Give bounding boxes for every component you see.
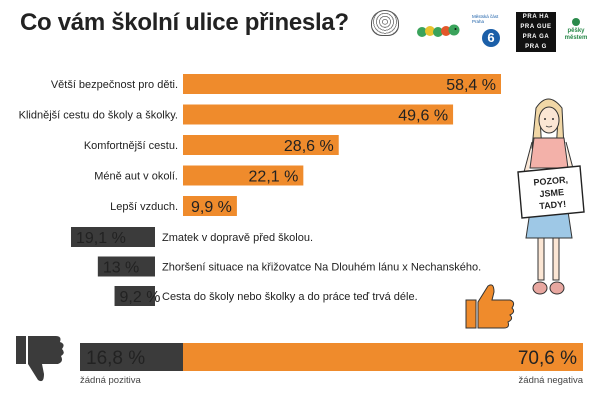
negative-bar-label: Zmatek v dopravě před školou.: [162, 232, 313, 244]
positive-bar-label: Méně aut v okolí.: [94, 171, 178, 183]
positive-bar: [183, 196, 237, 216]
prague-line: PRA GA: [522, 34, 550, 40]
negative-bar: [114, 286, 155, 306]
no-negative-value: 70,6 %: [518, 348, 577, 369]
negative-bar: [97, 256, 155, 277]
negative-bar-value: 9,2 %: [120, 289, 161, 306]
sign-line: TADY!: [539, 199, 567, 211]
girl-with-sign-icon: POZOR, JSME TADY!: [517, 98, 585, 295]
negative-bar-value: 13 %: [103, 260, 139, 277]
negative-bar: [71, 227, 155, 247]
page-title: Co vám školní ulice přinesla?: [20, 9, 349, 36]
positive-bar-value: 9,9 %: [191, 199, 232, 216]
negative-bar-label: Zhoršení situace na křižovatce Na Dlouhé…: [162, 262, 481, 274]
positive-bar: [183, 74, 501, 94]
negative-bar-value: 19,1 %: [76, 230, 126, 247]
school-tree-logo: [364, 10, 406, 36]
no-positive-bar: [80, 343, 183, 371]
positive-bar: [183, 135, 339, 155]
prague-line: PRA HA: [522, 14, 550, 20]
positive-bar-label: Lepší vzduch.: [110, 201, 178, 213]
positive-bar-value: 58,4 %: [446, 77, 496, 94]
no-positive-caption: žádná pozitiva: [80, 375, 141, 386]
no-negative-bar: [183, 343, 583, 371]
prague-line: PRA G: [525, 44, 547, 50]
praha6-logo: Městská část Praha 6: [472, 14, 506, 50]
prague-line: PRA GUE: [520, 24, 552, 30]
tree-icon: [371, 10, 399, 36]
partner-logos: Městská část Praha 6 PRA HA PRA GUE PRA …: [364, 8, 590, 56]
thumbs-down-icon: [16, 336, 64, 382]
negative-bar-label: Cesta do školy nebo školky a do práce te…: [162, 291, 418, 303]
caterpillar-logo: [416, 20, 460, 40]
girl-illustration: POZOR, JSME TADY!: [506, 88, 590, 308]
sign-line: JSME: [539, 187, 564, 199]
pin-icon: [572, 18, 580, 26]
prague-logo: PRA HA PRA GUE PRA GA PRA G: [516, 12, 556, 52]
positive-bar-value: 22,1 %: [249, 169, 299, 186]
positive-bar: [183, 104, 454, 125]
positive-bar-label: Komfortnější cestu.: [84, 140, 178, 152]
no-positive-value: 16,8 %: [86, 348, 145, 369]
positive-bar: [183, 165, 304, 186]
no-negative-caption: žádná negativa: [519, 375, 584, 386]
pesky-mestem-logo: pěšky městem: [560, 18, 592, 48]
praha6-number: 6: [482, 29, 500, 47]
praha6-text: Městská část Praha: [472, 14, 499, 25]
caterpillar-icon: [417, 24, 460, 37]
thumbs-up-icon: [465, 284, 515, 329]
positive-bar-label: Větší bezpečnost pro děti.: [51, 79, 178, 91]
sign-line: POZOR,: [533, 175, 568, 188]
pesky-text: pěšky městem: [564, 28, 588, 41]
positive-bar-value: 28,6 %: [284, 138, 334, 155]
positive-bar-value: 49,6 %: [398, 108, 448, 125]
positive-bar-label: Klidnější cestu do školy a školky.: [19, 110, 178, 122]
